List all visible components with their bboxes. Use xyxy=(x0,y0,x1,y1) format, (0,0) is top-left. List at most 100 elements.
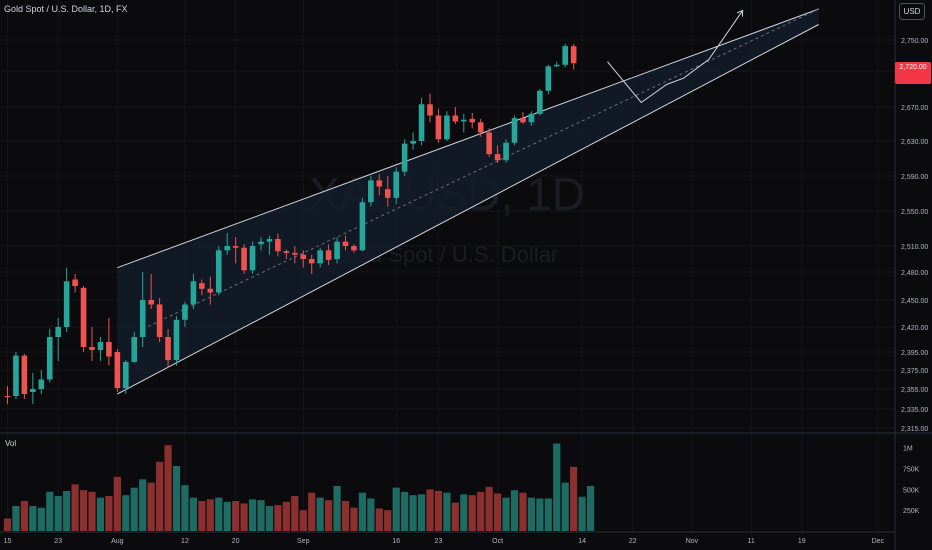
time-tick-label: Oct xyxy=(492,538,503,545)
last-price-tag: 2,720.00 xyxy=(895,62,931,84)
candle-body xyxy=(63,281,70,327)
time-tick-label: Aug xyxy=(111,538,124,545)
time-tick-label: Nov xyxy=(686,538,699,545)
volume-bar xyxy=(434,491,443,531)
candle-body xyxy=(486,132,492,155)
volume-bar xyxy=(113,476,121,531)
candle-body xyxy=(72,279,78,286)
volume-bar xyxy=(392,487,400,531)
price-tick-label: 2,750.00 xyxy=(901,38,928,45)
candle-body xyxy=(258,241,264,245)
volume-bar xyxy=(37,507,45,531)
candle-body xyxy=(368,180,374,203)
volume-bar xyxy=(265,506,274,531)
volume-bar xyxy=(12,506,20,531)
candle-body xyxy=(30,389,36,392)
volume-bar xyxy=(527,497,535,531)
time-tick-label: 12 xyxy=(181,538,189,545)
candle-body xyxy=(342,241,349,246)
volume-tick-label: 500K xyxy=(903,487,920,494)
candle-body xyxy=(106,342,112,357)
volume-legend[interactable]: Vol xyxy=(5,439,17,448)
channel-fill xyxy=(117,9,819,394)
volume-bar xyxy=(409,495,417,531)
volume-bar xyxy=(578,496,586,531)
candle-body xyxy=(435,115,442,140)
candle-body xyxy=(545,66,552,91)
price-tick-label: 2,630.00 xyxy=(901,139,928,146)
candle-body xyxy=(511,118,518,143)
volume-bar xyxy=(494,493,502,531)
price-axis[interactable]: 2,750.002,710.002,670.002,630.002,590.00… xyxy=(901,38,928,433)
volume-bar xyxy=(181,485,189,531)
candle-body xyxy=(520,118,526,123)
volume-bar xyxy=(325,500,333,531)
candle-body xyxy=(182,304,188,320)
candle-body xyxy=(570,46,577,64)
candle-body xyxy=(528,113,535,123)
volume-bar xyxy=(536,498,544,531)
candle-body xyxy=(275,239,281,252)
candle-body xyxy=(114,352,121,389)
candle-body xyxy=(503,142,509,161)
candle-body xyxy=(173,319,180,361)
candle-body xyxy=(452,115,459,122)
parallel-channel[interactable] xyxy=(117,8,819,395)
price-tick-label: 2,450.00 xyxy=(901,298,928,305)
candle-body xyxy=(190,281,197,305)
volume-bar xyxy=(172,466,181,531)
candle-body xyxy=(283,251,290,253)
symbol-title[interactable]: Gold Spot / U.S. Dollar, 1D, FX xyxy=(4,4,128,14)
time-tick-label: 19 xyxy=(798,538,806,545)
volume-bar xyxy=(139,479,147,531)
volume-bar xyxy=(206,499,214,531)
volume-tick-label: 1M xyxy=(903,446,913,453)
candle-body xyxy=(97,342,104,350)
volume-bar xyxy=(257,500,265,531)
last-price: 2,720.00 xyxy=(899,64,927,71)
candle-body xyxy=(359,202,366,251)
volume-bar xyxy=(46,491,54,531)
volume-bar xyxy=(215,497,223,531)
candle-body xyxy=(89,347,95,350)
time-axis[interactable]: 15 23 Aug 12 20 Sep 16 23 Oct 14 22 Nov 11 19 Dec xyxy=(4,538,885,545)
price-tick-label: 2,550.00 xyxy=(901,209,928,216)
candle-body xyxy=(300,254,307,259)
candle-body xyxy=(55,327,61,337)
volume-bar xyxy=(96,497,105,531)
candle-body xyxy=(292,252,298,255)
time-tick-label: 20 xyxy=(232,538,240,545)
time-tick-label: 15 xyxy=(4,538,12,545)
channel-lower-line xyxy=(117,24,819,395)
volume-bar xyxy=(341,501,350,531)
candle-body xyxy=(444,115,450,140)
candle-body xyxy=(553,64,560,67)
candle-body xyxy=(410,141,416,144)
price-tick-label: 2,355.00 xyxy=(901,387,928,394)
candle-body xyxy=(165,337,171,361)
candle-body xyxy=(46,337,53,380)
volume-bar xyxy=(570,466,578,531)
volume-bar xyxy=(147,482,155,531)
candle-body xyxy=(156,304,163,337)
volume-bar xyxy=(308,492,316,531)
candle-body xyxy=(38,379,45,389)
volume-tick-label: 750K xyxy=(903,467,920,474)
volume-bar xyxy=(122,495,130,531)
candle-body xyxy=(427,104,433,116)
candle-body xyxy=(199,283,205,289)
time-tick-label: 22 xyxy=(629,538,637,545)
volume-bar xyxy=(198,501,206,531)
volume-bar xyxy=(223,501,231,531)
volume-bar xyxy=(401,491,409,531)
volume-bar xyxy=(443,492,451,531)
volume-bar xyxy=(88,491,96,531)
volume-bar xyxy=(477,491,485,531)
candle-body xyxy=(21,355,28,394)
projection-path[interactable] xyxy=(607,9,744,104)
currency-button[interactable]: USD xyxy=(899,3,925,20)
volume-bar xyxy=(232,501,240,531)
price-tick-label: 2,375.00 xyxy=(901,368,928,375)
volume-bar xyxy=(71,484,79,531)
